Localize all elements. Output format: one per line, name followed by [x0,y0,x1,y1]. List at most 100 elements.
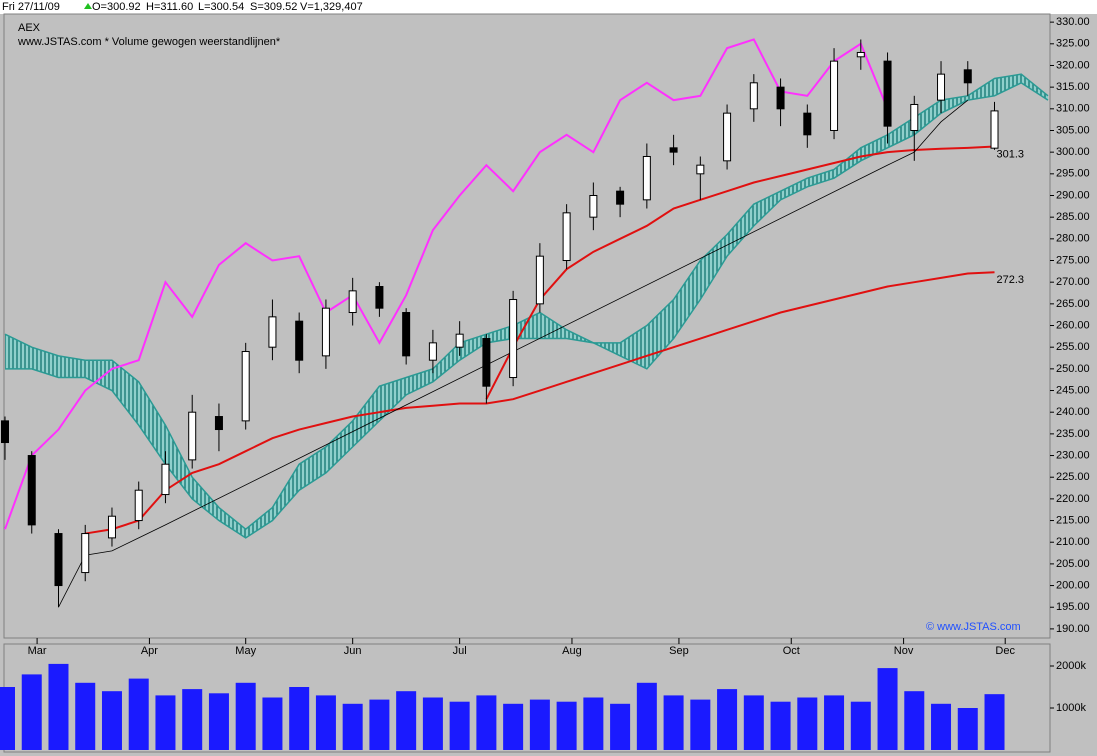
volume-bar [101,691,122,750]
candle-body [669,147,678,153]
x-tick-label: Jun [344,645,362,657]
y-tick-label: 235.00 [1056,428,1090,440]
x-tick-label: Dec [995,645,1015,657]
y-tick-label: 275.00 [1056,254,1090,266]
cloud-upper [4,73,1049,531]
y-tick-label: 290.00 [1056,189,1090,201]
candle-body [910,103,919,131]
y-tick-label: 255.00 [1056,341,1090,353]
indicator-line [4,38,889,530]
volume-bar [315,695,336,750]
x-tick-label: Apr [141,645,158,657]
volume-bar [208,693,229,750]
candle-body [455,333,464,348]
y-tick-label: 300.00 [1056,146,1090,158]
candle-body [830,60,839,131]
chart-subtitle: www.JSTAS.com * Volume gewogen weerstand… [17,36,281,48]
y-tick-label: 310.00 [1056,103,1090,115]
y-tick-label: 330.00 [1056,16,1090,28]
y-tick-label: 230.00 [1056,449,1090,461]
indicator-line [58,99,969,608]
volume-bar [743,695,764,750]
y-tick-label: 205.00 [1056,558,1090,570]
x-tick-label: Aug [562,645,582,657]
candle-body [81,533,90,574]
volume-bar [182,689,203,750]
candle-body [535,255,544,305]
x-tick-label: Jul [453,645,467,657]
volume-bar [449,701,470,750]
volume-tick-label: 2000k [1056,660,1086,672]
volume-bar [396,691,417,750]
volume-bar [824,695,845,750]
candle-body [482,338,491,387]
candle-body [214,416,223,431]
candle-body [134,489,143,522]
volume-bar [21,674,42,750]
candle-body [937,73,946,101]
volume-bar [476,695,497,750]
candle-body [161,463,170,496]
y-tick-label: 265.00 [1056,298,1090,310]
volume-bar [422,697,443,750]
chart-title: AEX [18,22,41,34]
volume-bar [369,699,390,750]
volume-bar [556,701,577,750]
header-bar [0,0,1097,14]
y-tick-label: 260.00 [1056,319,1090,331]
candle-body [321,307,330,357]
candle-body [268,316,277,348]
volume-bar [690,699,711,750]
watermark: © www.JSTAS.com [926,621,1021,633]
volume-bar [75,682,96,750]
candle-body [402,312,411,357]
candle-body [589,194,598,218]
volume-tick-label: 1000k [1056,702,1086,714]
y-tick-label: 285.00 [1056,211,1090,223]
indicator-line [85,271,995,535]
candle-body [616,190,625,205]
y-tick-label: 210.00 [1056,536,1090,548]
volume-bar [797,697,818,750]
volume-bar [529,699,550,750]
y-tick-label: 325.00 [1056,38,1090,50]
candle-body [107,515,116,539]
y-tick-label: 295.00 [1056,168,1090,180]
header-text: O=300.92 [92,1,141,13]
candle-body [963,69,972,84]
candle-body [776,86,785,110]
candle-body [348,290,357,314]
candle-body [27,455,36,526]
candle-body [803,112,812,136]
candle-body [509,299,518,379]
y-tick-label: 200.00 [1056,579,1090,591]
y-tick-label: 245.00 [1056,384,1090,396]
candle-body [723,112,732,162]
volume-bar [235,682,256,750]
header-text: Fri 27/11/09 [2,1,60,13]
candle-body [295,320,304,361]
up-arrow [84,3,92,9]
volume-bar [663,695,684,750]
header-text: L=300.54 [198,1,244,13]
x-tick-label: Sep [669,645,689,657]
volume-bar [128,678,149,750]
end-label: 301.3 [997,148,1025,160]
y-tick-label: 190.00 [1056,623,1090,635]
candle-body [990,110,999,149]
volume-bar [770,701,791,750]
candle-body [696,164,705,175]
volume-bar [262,697,283,750]
y-tick-label: 270.00 [1056,276,1090,288]
end-label: 272.3 [997,274,1025,286]
volume-bar [717,689,738,750]
volume-bar [931,703,952,750]
volume-bar [155,695,176,750]
cloud-fill [5,74,1048,538]
candle-body [856,51,865,58]
x-tick-label: Oct [783,645,800,657]
volume-bar [0,687,15,750]
volume-bar [583,697,604,750]
